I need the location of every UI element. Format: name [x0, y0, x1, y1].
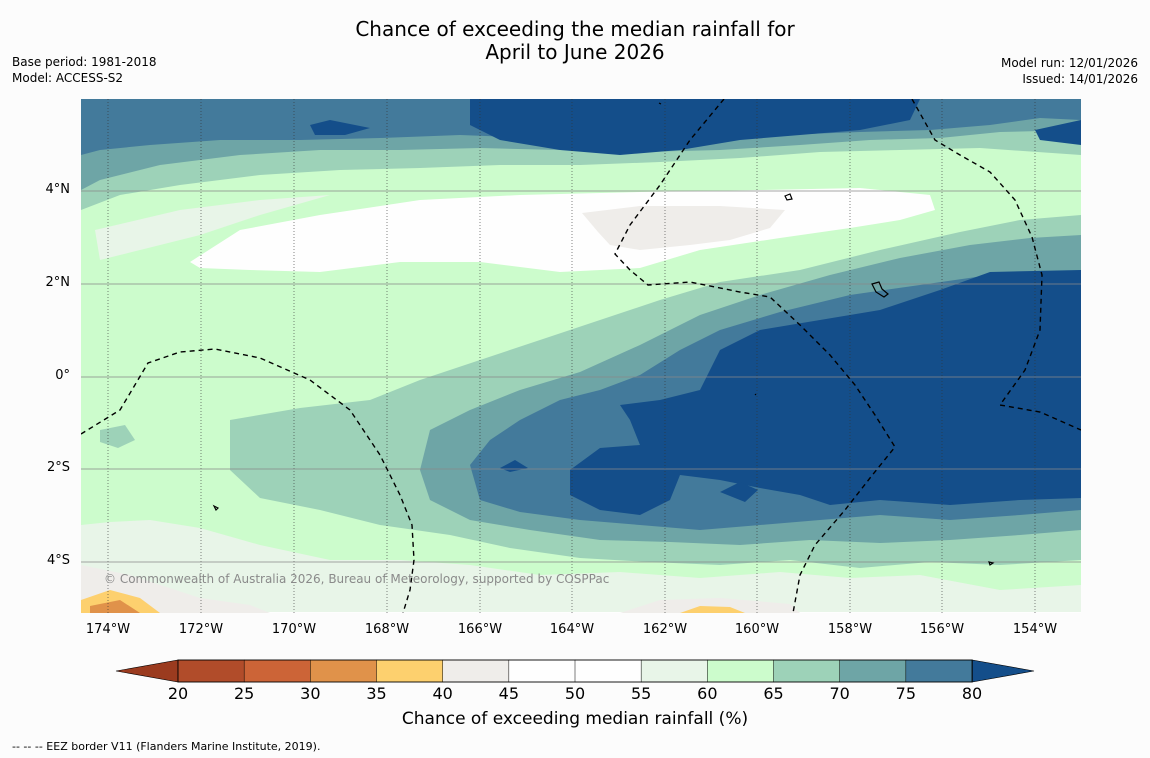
- lon-label-170w: 170°W: [271, 622, 317, 637]
- footnote: -- -- -- EEZ border V11 (Flanders Marine…: [12, 740, 321, 753]
- lon-label-174w: 174°W: [85, 622, 131, 637]
- colorbar-bin: [707, 659, 775, 683]
- contour-30-35-south: [90, 600, 140, 613]
- chart-title: Chance of exceeding the median rainfall …: [0, 18, 1150, 64]
- colorbar-bin: [640, 659, 709, 683]
- colorbar-bin: [773, 659, 841, 683]
- colorbar-bin: [376, 659, 444, 683]
- model-name: Model: ACCESS-S2: [12, 71, 124, 85]
- colorbar-tick-label: 30: [300, 684, 321, 703]
- contour-above-80-northeast: [1035, 120, 1081, 145]
- lon-label-154w: 154°W: [1012, 622, 1058, 637]
- colorbar-tick-label: 70: [829, 684, 850, 703]
- contour-65-70-patch-west: [100, 425, 135, 448]
- latitude-gridlines: [81, 190, 1081, 563]
- lon-label-160w: 160°W: [734, 622, 780, 637]
- colorbar-bin: [508, 659, 576, 683]
- lon-label-168w: 168°W: [364, 622, 410, 637]
- lon-label-156w: 156°W: [919, 622, 965, 637]
- lat-label-4s: 4°S: [46, 553, 70, 568]
- colorbar-under-arrow: [115, 659, 179, 683]
- colorbar-tick-label: 20: [167, 684, 189, 703]
- contour-above-80-patch2: [720, 482, 758, 502]
- colorbar-bin: [310, 659, 378, 683]
- chart-title-line1: Chance of exceeding the median rainfall …: [355, 17, 795, 41]
- colorbar-tick-label: 25: [233, 684, 255, 703]
- colorbar-tick-label: 45: [498, 684, 519, 703]
- colorbar-tick-label: 50: [564, 684, 586, 703]
- meta-right: Model run: 12/01/2026 Issued: 14/01/2026: [1001, 55, 1138, 87]
- contour-light-core: [95, 195, 330, 260]
- lon-label-166w: 166°W: [457, 622, 503, 637]
- copyright-notice: © Commonwealth of Australia 2026, Bureau…: [104, 572, 610, 586]
- lat-label-2n: 2°N: [45, 275, 71, 290]
- colorbar-bins: [177, 659, 973, 683]
- lat-label-2s: 2°S: [46, 460, 70, 475]
- contour-above-80-patch: [310, 120, 370, 135]
- colorbar-bin: [177, 659, 245, 683]
- colorbar-tick-label: 35: [366, 684, 387, 703]
- base-period: Base period: 1981-2018: [12, 55, 157, 69]
- lon-label-162w: 162°W: [642, 622, 688, 637]
- islands: [212, 102, 995, 566]
- colorbar-tick-label: 55: [630, 684, 652, 703]
- colorbar-tick-label: 75: [895, 684, 916, 703]
- colorbar-bin: [905, 659, 973, 683]
- meta-left: Base period: 1981-2018 Model: ACCESS-S2: [12, 54, 157, 86]
- colorbar-tick-label: 60: [697, 684, 718, 703]
- lat-label-equator: 0°: [55, 368, 70, 383]
- contour-yellow-south-mid: [680, 606, 745, 613]
- colorbar-tick-label: 40: [432, 684, 453, 703]
- colorbar-bin: [442, 659, 510, 683]
- colorbar-tick-label: 65: [763, 684, 784, 703]
- colorbar-label: Chance of exceeding median rainfall (%): [401, 709, 749, 729]
- contour-40-45-core: [582, 206, 785, 250]
- contour-above-80-south: [570, 270, 1081, 515]
- lon-label-164w: 164°W: [549, 622, 595, 637]
- lon-label-158w: 158°W: [827, 622, 873, 637]
- lon-label-172w: 172°W: [178, 622, 224, 637]
- eez-borders: [81, 99, 1081, 613]
- colorbar-bin: [574, 659, 642, 683]
- colorbar-bin: [839, 659, 907, 683]
- colorbar-bin: [243, 659, 312, 683]
- issued-date: Issued: 14/01/2026: [1022, 72, 1138, 86]
- colorbar-tick-label: 80: [961, 684, 983, 703]
- colorbar: [115, 659, 1035, 683]
- contour-above-80-north: [470, 99, 920, 155]
- model-run: Model run: 12/01/2026: [1000, 56, 1138, 70]
- forecast-map: [81, 99, 1081, 613]
- colorbar-over-arrow: [971, 659, 1035, 683]
- chart-title-line2: April to June 2026: [485, 40, 665, 64]
- lat-label-4n: 4°N: [45, 182, 71, 197]
